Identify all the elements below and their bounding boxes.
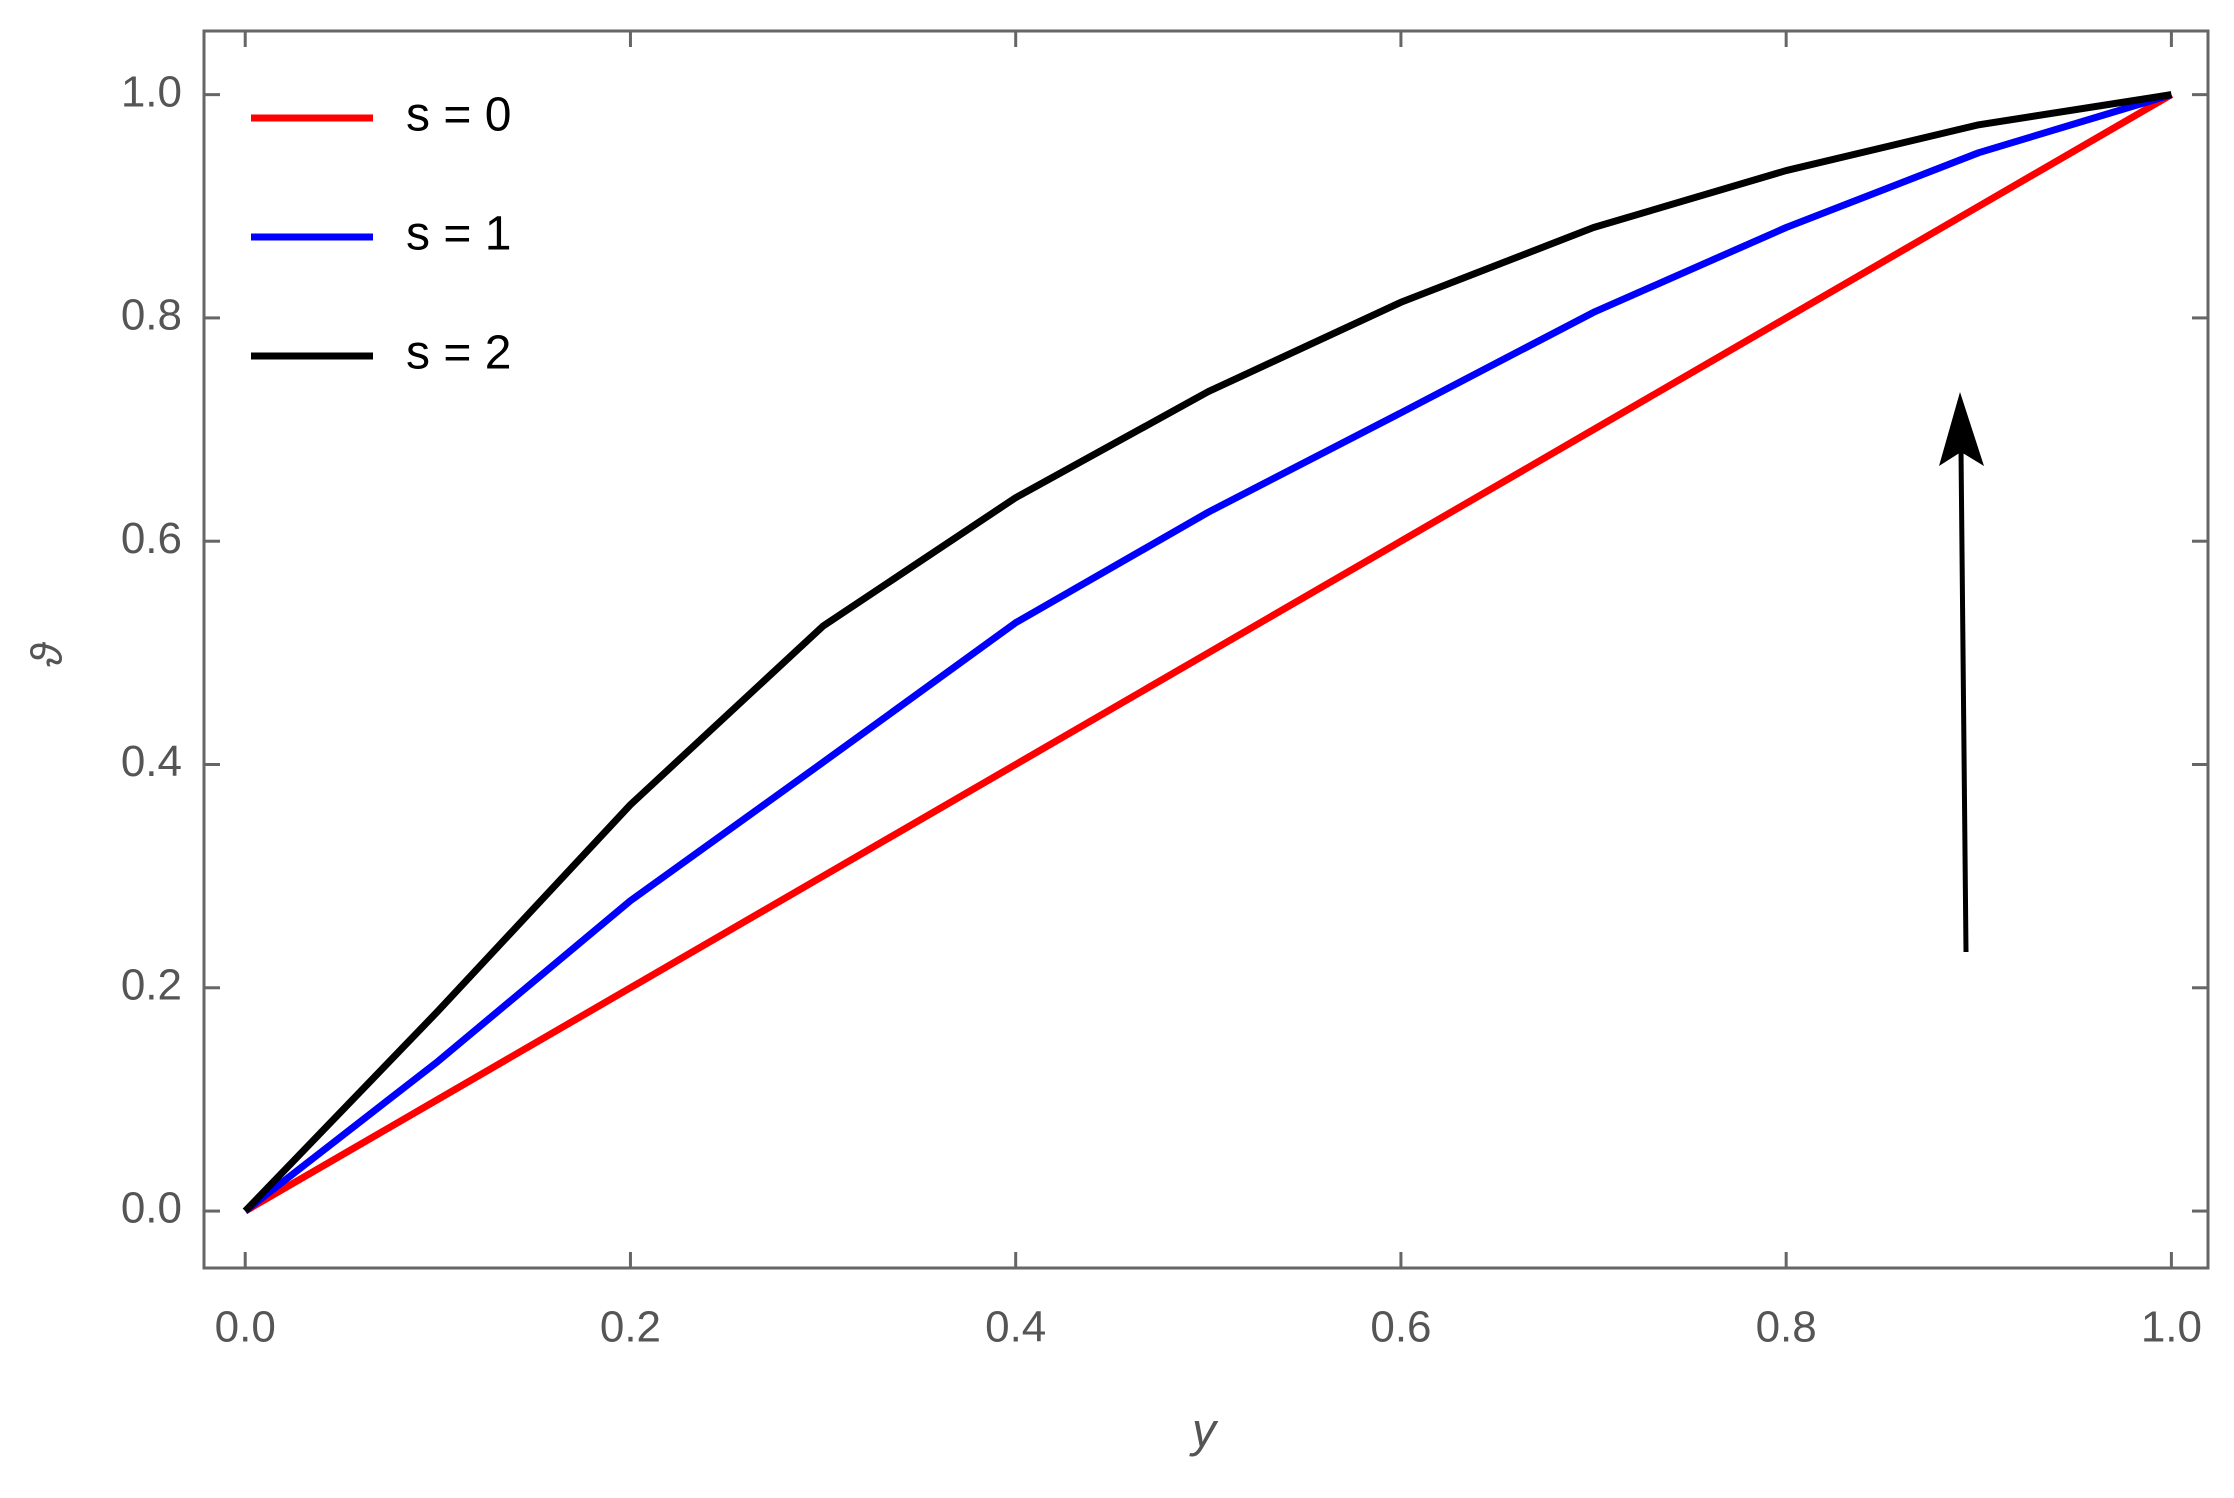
series-line: [243, 91, 2173, 1214]
x-tick-label: 1.0: [2141, 1303, 2202, 1352]
y-tick-label: 0.6: [121, 514, 182, 563]
arrow-shaft: [1958, 449, 1969, 953]
x-axis-label: y: [1189, 1405, 1219, 1458]
y-tick-label: 0.0: [121, 1184, 182, 1233]
legend-label: s = 2: [406, 327, 511, 380]
x-tick-label: 0.2: [600, 1303, 661, 1352]
y-tick-label: 1.0: [121, 67, 182, 116]
x-tick-label: 0.0: [215, 1303, 276, 1352]
legend-label: s = 1: [406, 208, 511, 261]
x-tick-label: 0.8: [1756, 1303, 1817, 1352]
series-line: [242, 91, 2172, 1214]
arrow: [1939, 392, 1984, 953]
series-line: [243, 91, 2174, 1215]
x-tick-label: 0.4: [985, 1303, 1046, 1352]
y-axis-label: ϑ: [23, 641, 72, 667]
y-tick-label: 0.2: [121, 960, 182, 1009]
legend-label: s = 0: [406, 89, 511, 142]
arrow-head: [1939, 392, 1984, 466]
y-tick-label: 0.8: [121, 291, 182, 340]
y-tick-label: 0.4: [121, 737, 182, 786]
plot-frame: [202, 29, 2210, 1270]
x-tick-label: 0.6: [1370, 1303, 1431, 1352]
